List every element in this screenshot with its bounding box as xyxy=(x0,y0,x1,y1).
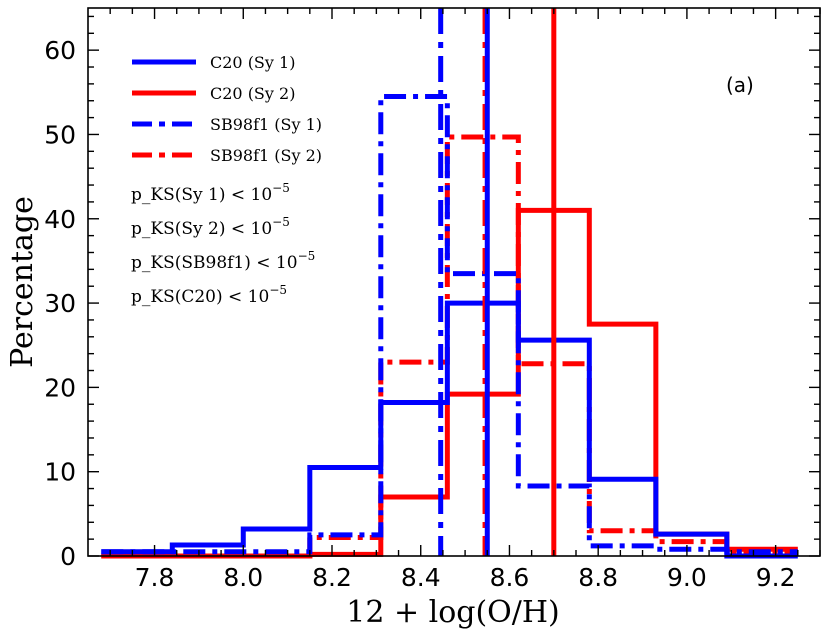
y-tick-label: 40 xyxy=(44,205,76,234)
y-tick-label: 30 xyxy=(44,289,76,318)
ks-annotation: p_KS(C20) < 10−5 xyxy=(131,283,287,307)
legend-label: SB98f1 (Sy 2) xyxy=(210,146,322,165)
panel-label: (a) xyxy=(726,73,754,97)
x-tick-label: 8.4 xyxy=(401,563,441,592)
y-axis-title: Percentage xyxy=(5,196,40,368)
histogram-c20-sy-1 xyxy=(101,300,798,559)
y-tick-label: 60 xyxy=(44,36,76,65)
x-tick-label: 8.0 xyxy=(223,563,263,592)
x-tick-label: 7.8 xyxy=(135,563,175,592)
x-tick-label: 9.2 xyxy=(756,563,796,592)
ks-annotation: p_KS(SB98f1) < 10−5 xyxy=(131,249,315,273)
x-tick-label: 9.0 xyxy=(667,563,707,592)
legend-label: C20 (Sy 1) xyxy=(210,53,295,72)
y-tick-label: 0 xyxy=(60,542,76,571)
x-tick-label: 8.6 xyxy=(490,563,530,592)
legend-label: SB98f1 (Sy 1) xyxy=(210,115,322,134)
x-axis-title: 12 + log(O/H) xyxy=(346,595,560,630)
y-tick-label: 50 xyxy=(44,120,76,149)
x-tick-label: 8.8 xyxy=(578,563,618,592)
plot-frame xyxy=(87,7,821,557)
ks-annotation: p_KS(Sy 2) < 10−5 xyxy=(131,215,290,239)
legend-label: C20 (Sy 2) xyxy=(210,84,295,103)
y-tick-label: 20 xyxy=(44,373,76,402)
x-tick-label: 8.2 xyxy=(312,563,352,592)
ks-annotation: p_KS(Sy 1) < 10−5 xyxy=(131,181,290,205)
y-tick-label: 10 xyxy=(44,458,76,487)
